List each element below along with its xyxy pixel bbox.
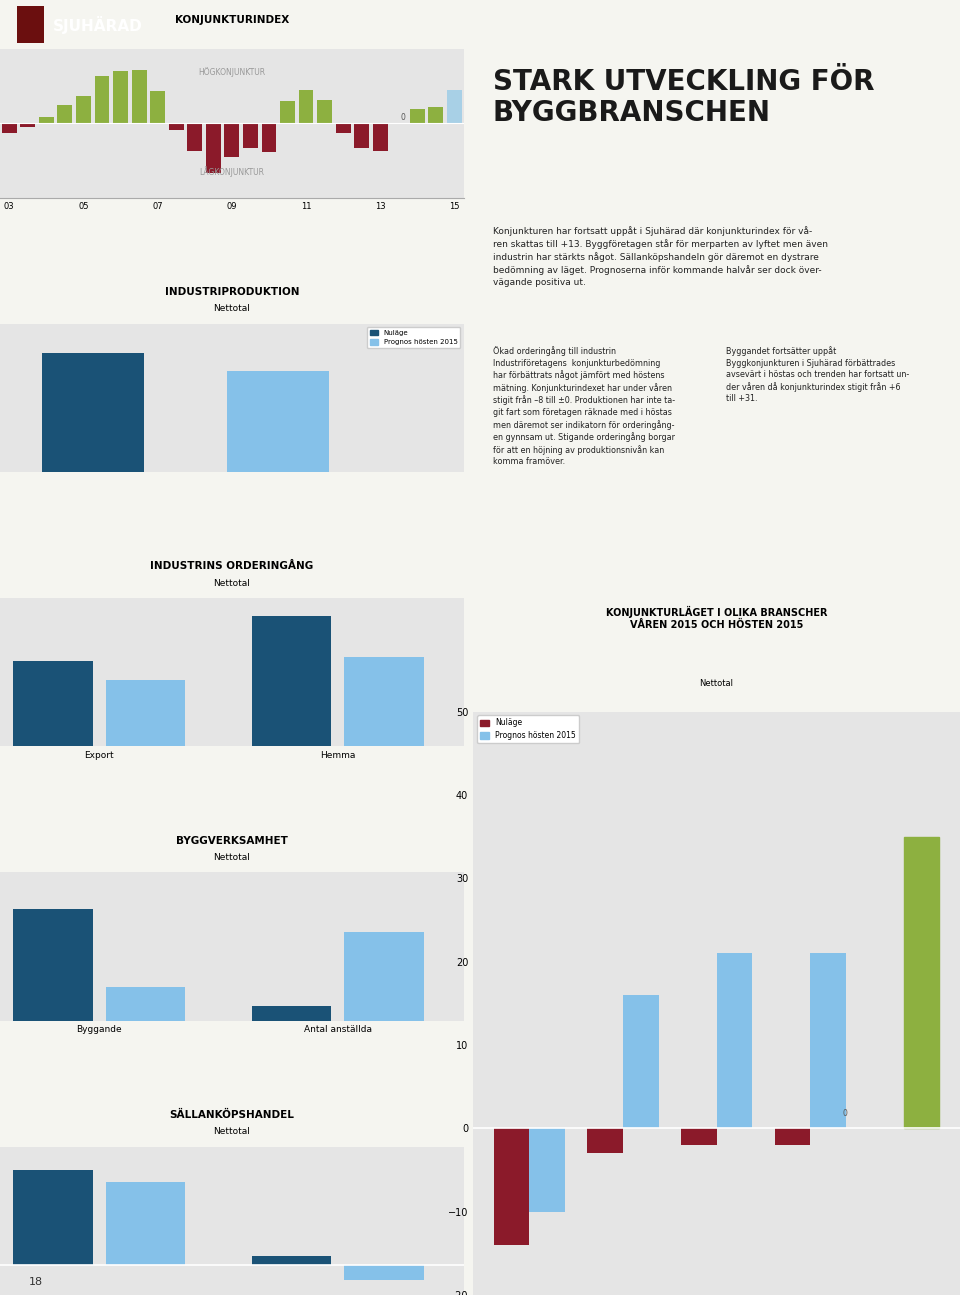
Bar <box>17 6 44 43</box>
Bar <box>810 953 846 1128</box>
Bar <box>345 931 424 1020</box>
Bar <box>252 1256 331 1265</box>
Bar <box>41 354 144 471</box>
Bar <box>410 109 424 123</box>
Text: SJUHÄRAD: SJUHÄRAD <box>53 16 142 34</box>
Bar <box>132 70 147 123</box>
Bar <box>169 123 183 130</box>
Bar <box>261 123 276 152</box>
Text: Ökad orderingång till industrin
Industriföretagens  konjunkturbedömning
har förb: Ökad orderingång till industrin Industri… <box>492 346 675 466</box>
Bar <box>299 89 313 123</box>
Bar <box>39 117 54 123</box>
Bar <box>345 1265 424 1281</box>
Bar <box>228 372 329 471</box>
Bar <box>716 953 752 1128</box>
Bar <box>13 909 93 1020</box>
Bar <box>252 616 331 746</box>
Text: Nettotal: Nettotal <box>213 1128 251 1136</box>
Bar <box>243 123 258 148</box>
Bar <box>106 1182 185 1265</box>
Text: Byggandet fortsätter uppåt
Byggkonjunkturen i Sjuhärad förbättrades
avsevärt i h: Byggandet fortsätter uppåt Byggkonjunktu… <box>727 346 909 403</box>
Bar <box>372 123 388 150</box>
Text: LÅGKONJUNKTUR: LÅGKONJUNKTUR <box>200 166 264 176</box>
Bar <box>280 101 295 123</box>
Text: INDUSTRIPRODUKTION: INDUSTRIPRODUKTION <box>164 287 300 297</box>
Bar <box>623 995 659 1128</box>
Bar <box>428 107 444 123</box>
Bar <box>95 76 109 123</box>
Bar <box>113 71 128 123</box>
Text: Konjunkturen har fortsatt uppåt i Sjuhärad där konjunkturindex för vå-
ren skatt: Konjunkturen har fortsatt uppåt i Sjuhär… <box>492 227 828 287</box>
Bar <box>58 105 72 123</box>
Bar <box>903 837 940 1128</box>
Bar <box>317 100 332 123</box>
Bar <box>205 123 221 172</box>
Bar <box>529 1128 564 1212</box>
Text: KONJUNKTURLÄGET I OLIKA BRANSCHER
VÅREN 2015 OCH HÖSTEN 2015: KONJUNKTURLÄGET I OLIKA BRANSCHER VÅREN … <box>606 606 828 629</box>
Text: Nettotal: Nettotal <box>213 304 251 313</box>
Text: Nettotal: Nettotal <box>700 680 733 688</box>
Legend: Nuläge, Prognos hösten 2015: Nuläge, Prognos hösten 2015 <box>367 328 460 348</box>
Text: BYGGVERKSAMHET: BYGGVERKSAMHET <box>176 835 288 846</box>
Bar <box>106 987 185 1020</box>
Bar <box>13 660 93 746</box>
Bar <box>354 123 369 148</box>
Text: INDUSTRINS ORDERINGÅNG: INDUSTRINS ORDERINGÅNG <box>150 561 314 571</box>
Bar <box>588 1128 623 1154</box>
Text: Nettotal: Nettotal <box>213 579 251 588</box>
Bar <box>447 89 462 123</box>
Bar <box>13 1171 93 1265</box>
Text: 0: 0 <box>842 1109 847 1118</box>
Text: 18: 18 <box>29 1277 43 1287</box>
Bar <box>493 1128 529 1244</box>
Bar <box>681 1128 716 1145</box>
Text: KONJUNKTURINDEX: KONJUNKTURINDEX <box>175 16 289 26</box>
Bar <box>187 123 203 150</box>
Bar <box>76 96 91 123</box>
Text: Nettotal: Nettotal <box>213 853 251 862</box>
Bar <box>106 680 185 746</box>
Text: STARK UTVECKLING FÖR
BYGGBRANSCHEN: STARK UTVECKLING FÖR BYGGBRANSCHEN <box>492 69 875 127</box>
Bar <box>775 1128 810 1145</box>
Bar <box>252 1006 331 1020</box>
Legend: Nuläge, Prognos hösten 2015: Nuläge, Prognos hösten 2015 <box>477 715 579 743</box>
Bar <box>150 91 165 123</box>
Bar <box>20 123 36 127</box>
Bar <box>2 123 16 133</box>
Bar <box>336 123 350 133</box>
Bar <box>225 123 239 157</box>
Bar <box>345 658 424 746</box>
Text: HÖGKONJUNKTUR: HÖGKONJUNKTUR <box>199 67 265 76</box>
Text: 0: 0 <box>400 113 405 122</box>
Text: SÄLLANKÖPSHANDEL: SÄLLANKÖPSHANDEL <box>169 1110 295 1120</box>
